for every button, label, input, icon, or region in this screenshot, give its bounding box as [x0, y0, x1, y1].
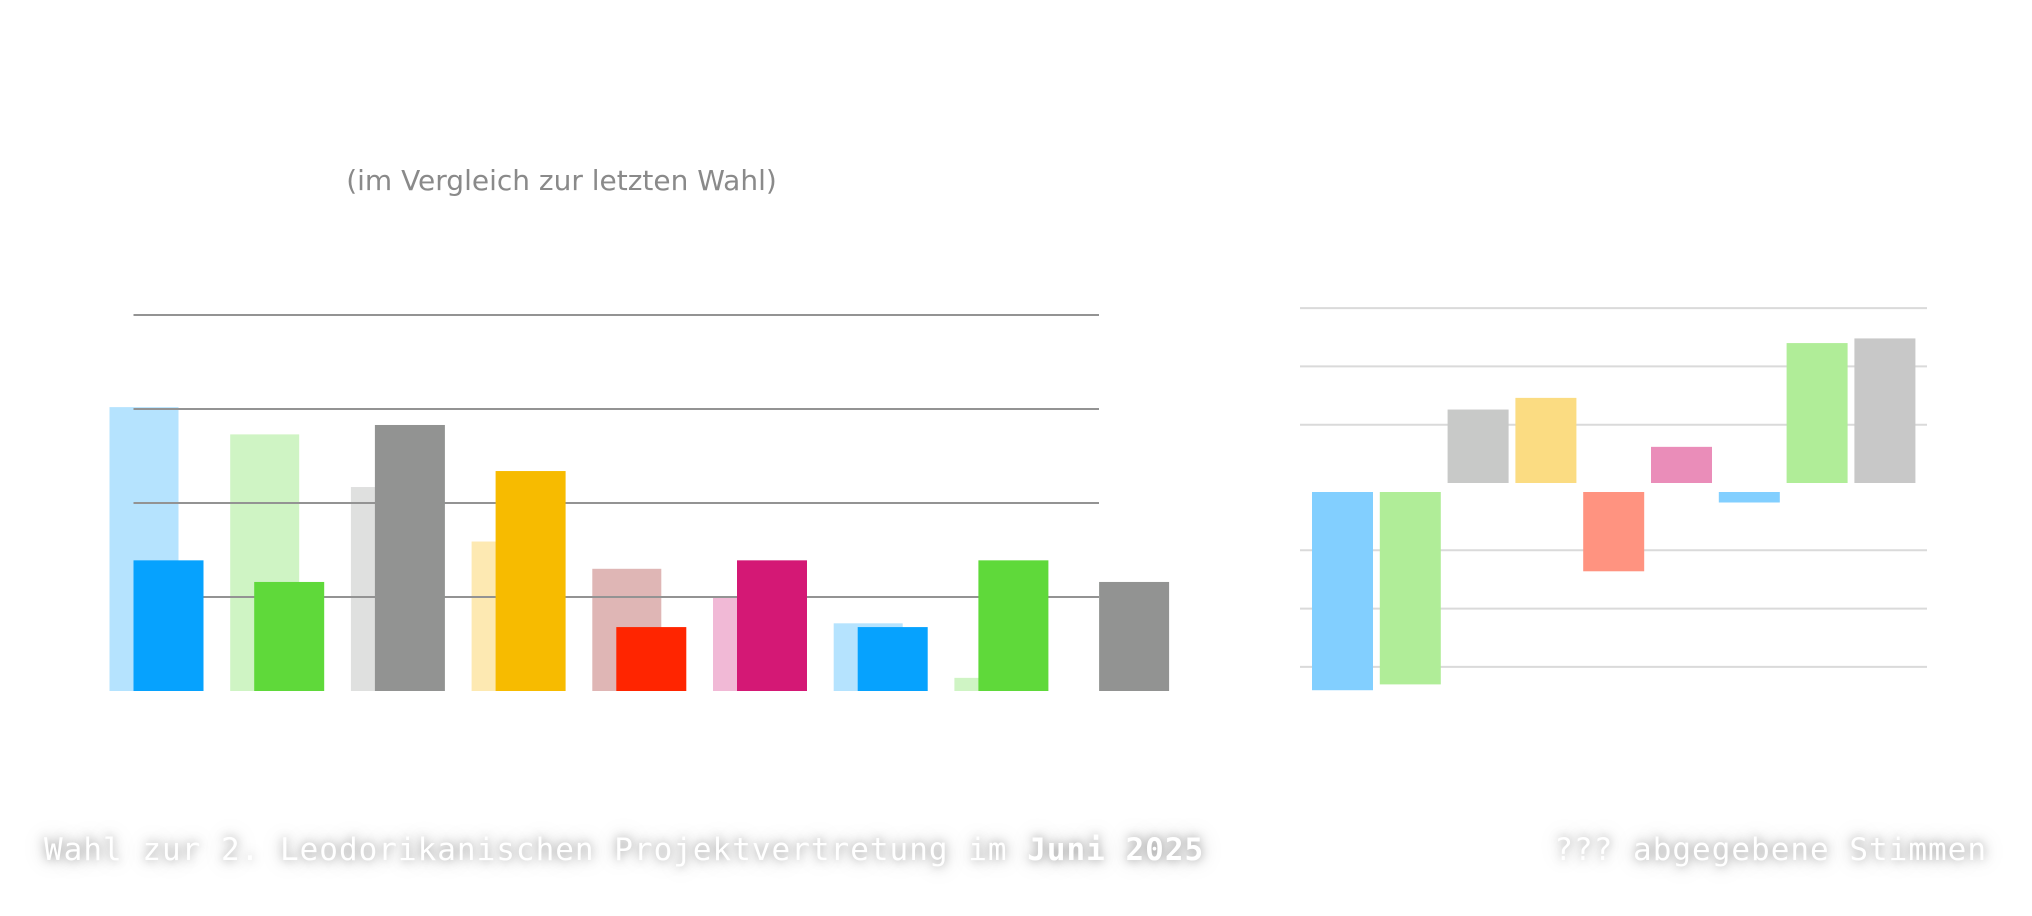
election-title-prefix: Wahl zur 2. Leodorikanischen Projektvert… [44, 832, 1028, 868]
bar-difference-9 [1854, 338, 1916, 483]
bar-current-4 [495, 471, 566, 691]
votes-cast: ??? abgegebene Stimmen [1554, 832, 1987, 868]
bar-difference-2 [1379, 492, 1441, 685]
bar-difference-6 [1651, 446, 1712, 483]
bar-difference-7 [1718, 492, 1780, 503]
bar-current-3 [374, 424, 445, 691]
bar-difference-8 [1786, 343, 1848, 483]
bar-current-6 [737, 560, 807, 691]
bar-current-7 [857, 627, 928, 691]
bar-current-5 [616, 627, 687, 691]
bar-difference-5 [1583, 492, 1645, 572]
bar-difference-3 [1447, 409, 1509, 483]
bar-current-9 [1099, 581, 1170, 691]
chart-subtitle: (im Vergleich zur letzten Wahl) [346, 164, 777, 197]
bar-current-8 [978, 560, 1049, 691]
bar-current-2 [254, 581, 325, 691]
election-title: Wahl zur 2. Leodorikanischen Projektvert… [44, 832, 1204, 868]
bar-difference-1 [1312, 492, 1373, 691]
bar-difference-4 [1515, 397, 1577, 483]
election-date: Juni 2025 [1027, 832, 1205, 868]
bar-current-1 [133, 560, 204, 691]
